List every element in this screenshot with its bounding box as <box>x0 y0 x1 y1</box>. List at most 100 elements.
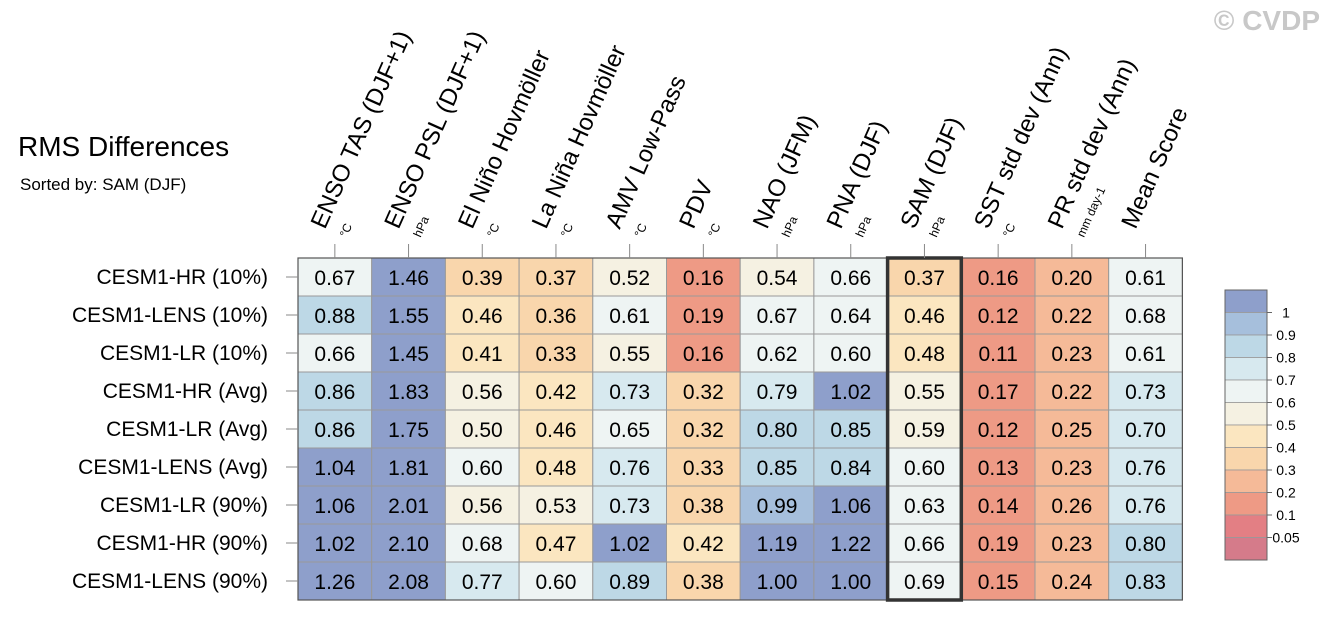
cell-values: 0.67 1.46 0.39 0.37 0.52 0.16 0.54 0.66 0.37 0.16… <box>314 267 1166 594</box>
cell-value: 0.73 <box>609 495 650 518</box>
colorbar-tick-label: 0.8 <box>1276 350 1296 366</box>
heatmap-cell <box>739 295 815 335</box>
colorbar-tick-label: 0.9 <box>1276 327 1296 343</box>
heatmap-cell <box>739 561 815 601</box>
cell-value: 2.01 <box>388 495 429 518</box>
colorbar-swatch <box>1224 334 1268 358</box>
cell-value: 0.86 <box>314 419 355 442</box>
cell-value: 1.19 <box>757 533 798 556</box>
heatmap-cell <box>1108 447 1183 487</box>
heatmap-cell <box>739 409 815 449</box>
cell-value: 0.61 <box>609 305 650 328</box>
row-label: CESM1-LR (90%) <box>100 494 268 517</box>
cell-value: 2.10 <box>388 533 429 556</box>
cell-value: 0.46 <box>462 305 503 328</box>
cell-value: 0.73 <box>609 381 650 404</box>
column-unit: hPa <box>853 214 875 239</box>
row-label: CESM1-LR (Avg) <box>106 418 268 441</box>
cell-value: 0.79 <box>757 381 798 404</box>
column-unit: hPa <box>779 214 801 239</box>
cell-value: 0.37 <box>904 267 945 290</box>
cell-value: 0.25 <box>1051 419 1092 442</box>
heatmap-cell <box>1108 257 1183 297</box>
cell-value: 0.19 <box>683 305 724 328</box>
cell-value: 1.81 <box>388 457 429 480</box>
cell-value: 0.47 <box>536 533 577 556</box>
colorbar-swatch <box>1224 289 1268 313</box>
row-label: CESM1-LENS (Avg) <box>78 456 268 479</box>
heatmap-cell <box>666 257 741 297</box>
cell-value: 0.48 <box>904 343 945 366</box>
cell-value: 0.86 <box>314 381 355 404</box>
cell-value: 0.11 <box>978 343 1017 366</box>
column-unit: hPa <box>411 214 433 239</box>
heatmap-cell <box>297 257 373 297</box>
column-labels: ENSO TAS (DJF+1)°C ENSO PSL (DJF+1)hPa El … <box>306 27 1194 258</box>
heatmap-cell <box>739 447 815 487</box>
heatmap-cell <box>444 523 520 563</box>
column-unit: °C <box>1000 221 1018 239</box>
cell-value: 0.64 <box>830 305 871 328</box>
cell-value: 0.65 <box>609 419 650 442</box>
cell-value: 1.75 <box>388 419 429 442</box>
heatmap-cells <box>297 256 1184 602</box>
colorbar-swatch <box>1224 379 1268 403</box>
cell-value: 0.60 <box>904 457 945 480</box>
cell-value: 0.46 <box>536 419 577 442</box>
cell-value: 0.24 <box>1051 571 1092 594</box>
cell-value: 0.76 <box>1125 495 1166 518</box>
cell-value: 0.80 <box>1125 533 1166 556</box>
colorbar-tick-label: 0.6 <box>1276 395 1296 411</box>
cell-value: 0.16 <box>683 343 724 366</box>
heatmap-cell <box>666 409 741 449</box>
column-label: Mean Score <box>1116 103 1193 232</box>
cell-value: 1.00 <box>757 571 798 594</box>
cell-value: 0.14 <box>978 495 1019 518</box>
column-unit: °C <box>705 221 723 239</box>
heatmap-cell <box>666 561 741 601</box>
colorbar-tick-label: 0.3 <box>1276 462 1296 478</box>
heatmap-cell <box>371 257 446 297</box>
cell-value: 1.46 <box>388 267 429 290</box>
row-labels: CESM1-HR (10%) CESM1-LENS (10%) CESM1-LR (… <box>72 266 298 593</box>
heatmap-cell <box>371 561 446 601</box>
colorbar-tick-label: 0.7 <box>1276 372 1296 388</box>
heatmap-cell <box>1034 523 1110 563</box>
cell-value: 1.26 <box>314 571 355 594</box>
colorbar-swatch <box>1224 357 1268 381</box>
cell-value: 0.69 <box>904 571 945 594</box>
heatmap-cell <box>592 485 667 525</box>
cell-value: 0.12 <box>978 419 1019 442</box>
heatmap-cell <box>739 333 815 373</box>
cell-value: 0.60 <box>536 571 577 594</box>
row-label: CESM1-HR (Avg) <box>103 380 268 403</box>
cell-value: 0.85 <box>757 457 798 480</box>
cell-value: 0.16 <box>978 267 1019 290</box>
cell-value: 0.80 <box>757 419 798 442</box>
heatmap-cell <box>960 371 1036 411</box>
cell-value: 0.26 <box>1051 495 1092 518</box>
cell-value: 0.23 <box>1051 457 1092 480</box>
cell-value: 0.42 <box>536 381 577 404</box>
cell-value: 0.70 <box>1125 419 1166 442</box>
heatmap-cell <box>444 333 520 373</box>
cell-value: 1.06 <box>830 495 871 518</box>
heatmap-cell <box>518 561 594 601</box>
colorbar-swatch <box>1224 514 1268 538</box>
row-label: CESM1-LR (10%) <box>100 342 268 365</box>
cell-value: 0.84 <box>830 457 871 480</box>
heatmap-cell <box>297 485 373 525</box>
cell-value: 0.66 <box>830 267 871 290</box>
heatmap-cell <box>960 447 1036 487</box>
cell-value: 1.45 <box>388 343 429 366</box>
cell-value: 1.83 <box>388 381 429 404</box>
row-label: CESM1-HR (90%) <box>96 532 268 555</box>
cell-value: 0.67 <box>314 267 355 290</box>
heatmap-cell <box>1108 485 1183 525</box>
cell-value: 0.33 <box>683 457 724 480</box>
cell-value: 0.20 <box>1051 267 1092 290</box>
heatmap-cell <box>518 523 594 563</box>
cell-value: 0.19 <box>978 533 1019 556</box>
cell-value: 0.63 <box>904 495 945 518</box>
heatmap-cell <box>518 485 594 525</box>
